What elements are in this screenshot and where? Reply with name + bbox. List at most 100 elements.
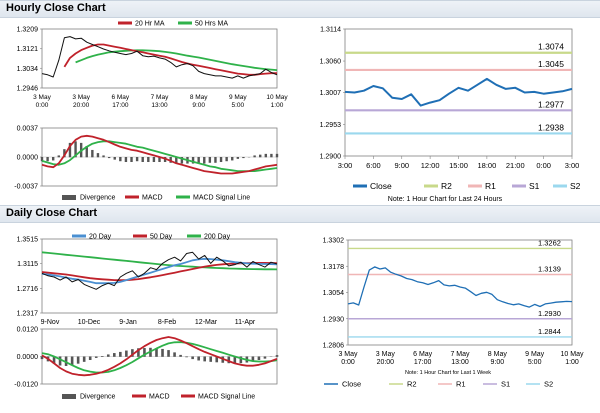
daily-divergence-bar	[40, 356, 44, 360]
hourly-sr-ytick-3: 1.2953	[320, 122, 342, 129]
hourly-divergence-bar	[264, 153, 268, 158]
hourly-divergence-bar	[113, 157, 116, 160]
hourly-sr-level-label-s1: 1.2977	[538, 99, 564, 109]
daily-chart-title: Daily Close Chart	[6, 207, 98, 219]
hourly-divergence-bar	[102, 155, 105, 158]
hourly-divergence-bar	[124, 157, 128, 163]
daily-sr-legend-r1-label: R1	[456, 380, 466, 389]
daily-price-xtick-0: 9-Nov	[41, 319, 60, 326]
hourly-sr-ytick-1: 1.3060	[320, 59, 342, 66]
hourly-price-xtick-time-0: 0:00	[36, 102, 49, 109]
hourly-sr-xtick-5: 18:00	[477, 161, 496, 170]
daily-divergence-bar	[257, 356, 261, 361]
hourly-divergence-bar	[236, 157, 240, 159]
daily-divergence-bar	[227, 356, 231, 364]
hourly-price-20hr-line	[63, 43, 277, 76]
hourly-price-xtick-date-5: 9 May	[229, 94, 247, 101]
hourly-divergence-bar	[270, 153, 273, 158]
hourly-price-xtick-date-1: 3 May	[72, 94, 90, 101]
daily-legend-200day-label: 200 Day	[204, 234, 231, 241]
daily-macd-signal-line	[41, 341, 278, 374]
daily-price-ytick-1: 1.3115	[17, 261, 38, 268]
hourly-price-close-line	[41, 36, 278, 79]
hourly-legend-signal-label: MACD Signal Line	[193, 195, 250, 202]
daily-divergence-bar	[167, 350, 170, 357]
hourly-divergence-bar	[152, 157, 156, 163]
hourly-divergence-bar	[85, 146, 88, 158]
hourly-macd-line	[41, 134, 278, 175]
hourly-divergence-bar	[40, 157, 44, 162]
daily-divergence-bar	[251, 356, 255, 362]
daily-legend-divergence-label: Divergence	[80, 394, 116, 401]
daily-sr-xtick-time-1: 20:00	[377, 359, 395, 366]
hourly-divergence-bar	[57, 155, 60, 158]
daily-sr-note: Note: 1 Hour Chart for Last 1 Week	[405, 370, 491, 376]
hourly-divergence-bar	[107, 157, 111, 159]
hourly-divergence-bar	[51, 157, 55, 161]
daily-price-xtick-5: 11-Apr	[235, 319, 256, 326]
hourly-divergence-bar	[91, 149, 94, 158]
daily-sr-level-label-r2: 1.3262	[538, 238, 561, 247]
daily-divergence-bar	[215, 356, 219, 363]
hourly-sr-ytick-4: 1.2900	[320, 154, 342, 161]
daily-divergence-bar	[76, 356, 80, 364]
daily-price-ytick-3: 1.2317	[17, 311, 39, 318]
hourly-price-xtick-date-6: 10 May	[266, 94, 288, 101]
hourly-legend-50hr-label: 50 Hrs MA	[195, 21, 228, 28]
hourly-price-50hr-line	[75, 49, 278, 71]
hourly-divergence-bar	[214, 157, 217, 163]
daily-divergence-bar	[52, 356, 56, 364]
daily-divergence-bar	[191, 356, 194, 360]
hourly-sr-legend-close-label: Close	[370, 181, 392, 191]
hourly-divergence-bar	[96, 153, 100, 158]
daily-divergence-bar	[131, 349, 134, 357]
daily-sr-ytick-3: 1.2930	[323, 316, 345, 323]
hourly-macd-signal-line	[41, 140, 278, 173]
daily-divergence-bar	[233, 356, 237, 364]
hourly-legend-divergence-swatch	[62, 195, 76, 200]
daily-divergence-bar	[137, 348, 140, 357]
hourly-macd-ytick-1: 0.0000	[17, 155, 39, 162]
daily-price-xtick-1: 10-Dec	[78, 319, 101, 326]
hourly-sr-xtick-4: 15:00	[449, 161, 468, 170]
daily-sr-xtick-date-4: 8 May	[488, 351, 508, 358]
daily-sr-ytick-2: 1.3054	[323, 290, 345, 297]
hourly-sr-level-label-r2: 1.3074	[538, 42, 564, 52]
hourly-divergence-bar	[275, 153, 279, 158]
daily-macd-ytick-2: -0.0120	[14, 382, 38, 389]
daily-divergence-bar	[173, 352, 176, 357]
daily-divergence-bar	[82, 356, 86, 362]
hourly-legend-macd-label: MACD	[142, 195, 163, 202]
daily-divergence-bar	[185, 356, 188, 358]
daily-price-xtick-3: 8-Feb	[158, 319, 176, 326]
daily-price-frame	[41, 238, 278, 314]
daily-header-bar: Daily Close Chart	[0, 205, 600, 223]
daily-divergence-bar	[239, 356, 243, 364]
daily-divergence-bar	[275, 355, 279, 357]
daily-sr-ytick-4: 1.2806	[323, 343, 345, 350]
hourly-divergence-bar	[225, 157, 228, 162]
daily-divergence-bar	[70, 356, 74, 366]
hourly-sr-xtick-8: 3:00	[565, 161, 580, 170]
daily-sr-legend-s1-label: S1	[501, 380, 510, 389]
hourly-divergence-bar	[63, 149, 66, 158]
daily-sr-xtick-time-5: 5:00	[528, 359, 542, 366]
hourly-divergence-bar	[68, 142, 72, 158]
daily-divergence-bar	[100, 356, 104, 357]
hourly-divergence-bar	[219, 157, 223, 163]
daily-sr-xtick-time-2: 17:00	[414, 359, 432, 366]
hourly-legend-20hr-label: 20 Hr MA	[135, 21, 165, 28]
daily-sr-ytick-1: 1.3178	[323, 264, 345, 271]
hourly-sr-xtick-7: 0:00	[536, 161, 551, 170]
hourly-sr-level-label-s2: 1.2938	[538, 122, 564, 132]
daily-sr-legend-r2-label: R2	[407, 380, 417, 389]
hourly-price-ytick-2: 1.3034	[17, 66, 39, 73]
hourly-sr-xtick-0: 3:00	[338, 161, 353, 170]
hourly-price-xtick-time-5: 5:00	[232, 102, 245, 109]
daily-divergence-bar	[209, 356, 213, 362]
hourly-sr-legend-r2-label: R2	[441, 181, 452, 191]
daily-macd-line	[41, 336, 278, 377]
hourly-legend-divergence-label: Divergence	[80, 195, 116, 202]
daily-sr-legend-s2-label: S2	[544, 380, 553, 389]
